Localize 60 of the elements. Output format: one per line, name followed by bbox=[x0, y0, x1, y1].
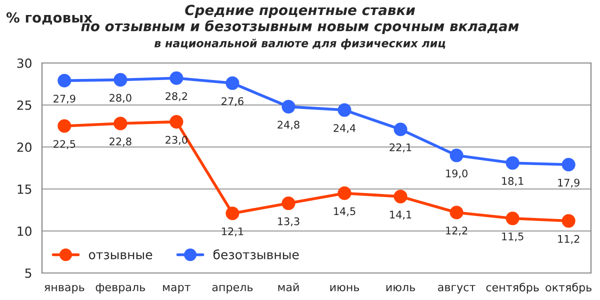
y-axis-title: % годовых bbox=[6, 12, 92, 24]
legend-label: отзывные bbox=[88, 252, 152, 260]
x-tick-label: май bbox=[278, 282, 299, 292]
x-tick-label: август bbox=[438, 284, 476, 294]
point bbox=[562, 214, 576, 228]
x-tick-label: сентябрь bbox=[486, 282, 539, 294]
x-tick-label: апрель bbox=[212, 284, 253, 294]
point bbox=[282, 100, 296, 114]
legend-label: безотзывные bbox=[213, 249, 299, 260]
data-label: 27,9 bbox=[54, 94, 76, 104]
data-label: 28,2 bbox=[166, 92, 188, 102]
point bbox=[170, 71, 184, 85]
data-label: 23,0 bbox=[166, 136, 188, 145]
data-label: 24,4 bbox=[334, 124, 356, 134]
point bbox=[450, 148, 464, 162]
point bbox=[58, 119, 72, 133]
point bbox=[394, 190, 408, 204]
y-tick-label: 5 bbox=[25, 268, 32, 278]
data-label: 14,1 bbox=[390, 210, 412, 220]
data-label: 28,0 bbox=[110, 94, 132, 103]
x-tick-label: январь bbox=[44, 284, 84, 294]
y-tick-label: 25 bbox=[17, 100, 32, 110]
data-label: 22,1 bbox=[390, 143, 412, 152]
x-tick-label: март bbox=[163, 284, 190, 294]
data-label: 24,8 bbox=[278, 120, 300, 130]
x-tick-label: июнь bbox=[330, 284, 360, 292]
chart-subtitle: в национальной валюте для физических лиц bbox=[154, 38, 446, 50]
data-label: 22,8 bbox=[110, 138, 132, 146]
point bbox=[170, 115, 184, 129]
point bbox=[562, 158, 576, 172]
data-label: 12,2 bbox=[446, 226, 468, 236]
point bbox=[226, 206, 240, 220]
point bbox=[338, 103, 352, 117]
point bbox=[282, 196, 296, 210]
data-label: 11,5 bbox=[502, 232, 524, 242]
data-label: 13,3 bbox=[278, 217, 300, 226]
point bbox=[114, 73, 128, 87]
data-label: 19,0 bbox=[446, 169, 468, 178]
point bbox=[338, 186, 352, 200]
data-label: 18,1 bbox=[502, 177, 524, 186]
data-label: 27,6 bbox=[222, 97, 244, 106]
x-tick-label: июль bbox=[386, 284, 415, 292]
data-label: 17,9 bbox=[558, 178, 580, 188]
point bbox=[506, 212, 520, 226]
point bbox=[226, 76, 240, 90]
data-label: 14,5 bbox=[334, 207, 356, 216]
data-label: 12,1 bbox=[222, 227, 244, 236]
data-label: 11,2 bbox=[558, 234, 580, 244]
y-tick-label: 30 bbox=[17, 58, 32, 68]
data-label: 22,5 bbox=[54, 140, 76, 150]
y-tick-label: 20 bbox=[17, 142, 32, 152]
y-tick-label: 15 bbox=[18, 184, 32, 194]
y-tick-label: 10 bbox=[18, 226, 32, 236]
point bbox=[114, 116, 128, 130]
point bbox=[58, 74, 72, 88]
x-tick-label: октябрь bbox=[546, 282, 592, 294]
point bbox=[450, 206, 464, 220]
point bbox=[394, 122, 408, 136]
x-tick-label: февраль bbox=[96, 283, 145, 294]
point bbox=[506, 156, 520, 170]
